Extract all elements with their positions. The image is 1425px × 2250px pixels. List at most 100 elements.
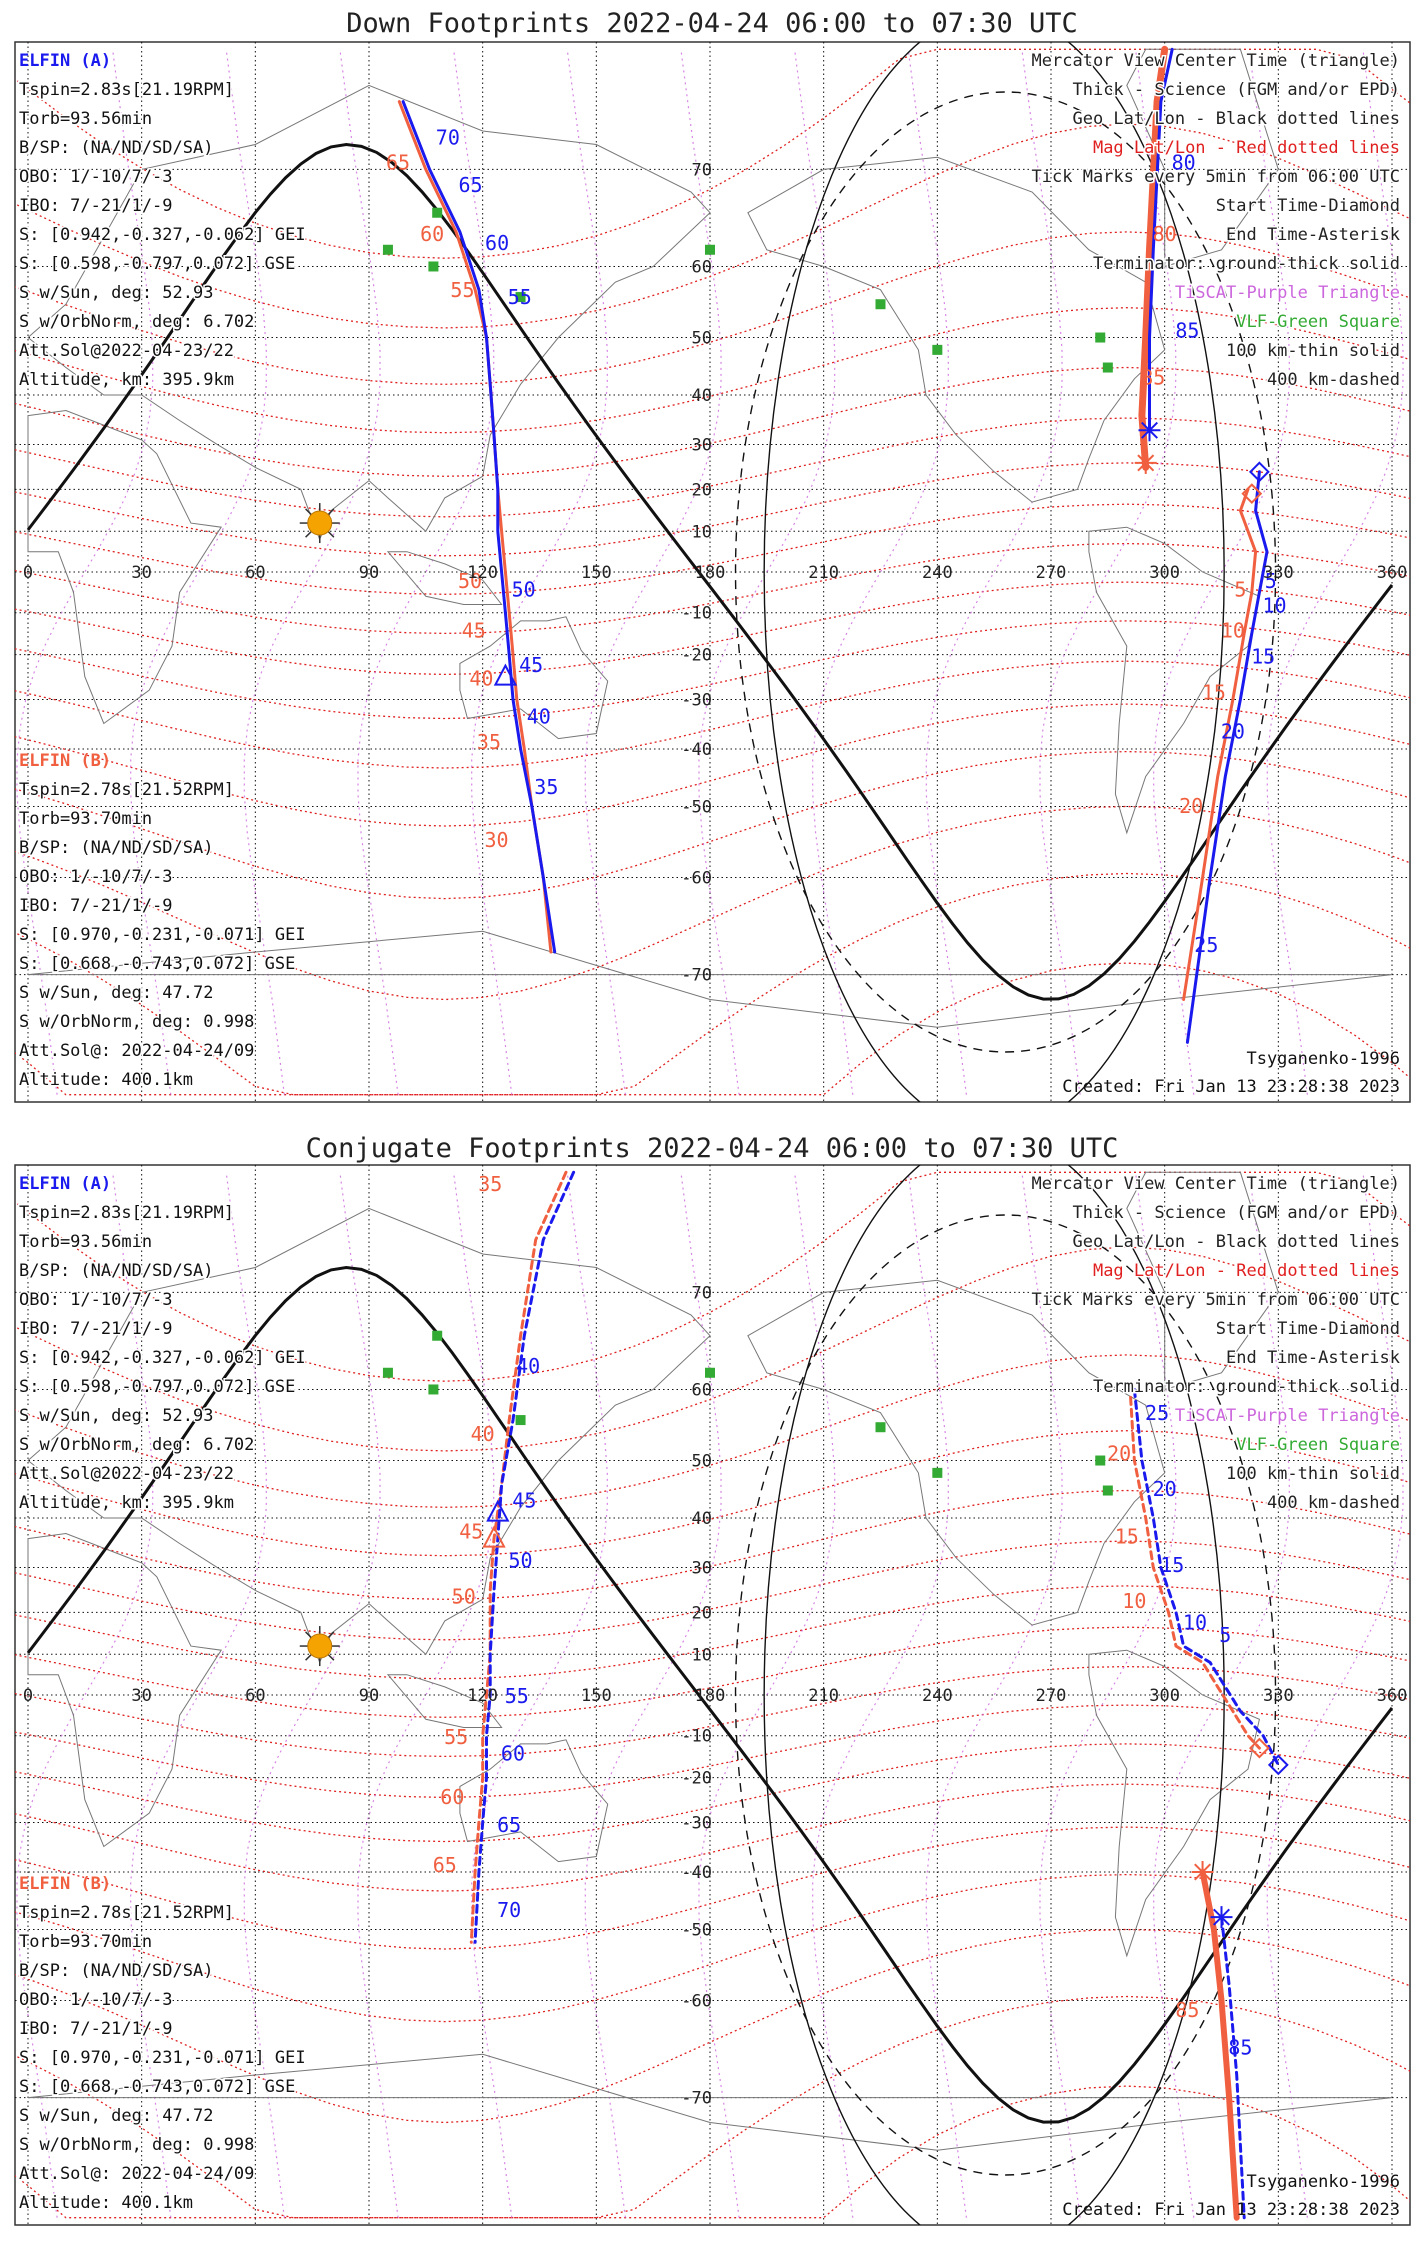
lat-label: 60	[692, 1380, 712, 1400]
grid-labels: 0 30 60 90 120 150 180 210 240 270 300 330 360 70 60 50…	[23, 1283, 1407, 2108]
mag-latitude	[15, 366, 1410, 477]
vlf-station-marker	[432, 1330, 443, 1341]
center-time-triangle	[486, 1499, 510, 1522]
lat-label: -40	[681, 740, 712, 760]
lat-label: 50	[692, 1452, 712, 1472]
info-line: OBO: 1/-10/7/-3	[19, 167, 173, 187]
panel-conjugate: Conjugate Footprints 2022-04-24 06:00 to…	[14, 1133, 1411, 2226]
mag-latitude	[15, 703, 1410, 827]
mag-longitude	[130, 1172, 267, 2218]
mag-longitude	[925, 49, 1063, 1095]
mag-latitude	[15, 1928, 1410, 2124]
lon-label: 60	[245, 563, 265, 583]
mag-latitude	[15, 1783, 1410, 1892]
track-tick-label: 35	[477, 730, 501, 754]
lon-label: 0	[23, 1686, 33, 1706]
created-timestamp: Created: Fri Jan 13 23:28:38 2023	[1062, 2200, 1400, 2220]
info-line: S: [0.942,-0.327,-0.062] GEI	[19, 225, 306, 245]
start-time-diamond	[1248, 1737, 1270, 1759]
info-line: OBO: 1/-10/7/-3	[19, 1290, 173, 1310]
legend-item: 400 km-dashed	[1267, 1493, 1400, 1513]
track-tick-label: 60	[420, 222, 444, 246]
map-area: 3540404545505055556060656570252020151510…	[15, 1165, 1410, 2225]
coastline	[27, 1532, 223, 1848]
vlf-station-marker	[382, 1367, 393, 1378]
mag-grid	[15, 1171, 1410, 2219]
tracks: 70 65 60 55 50 45 40 35 65 60 55 50 45 40 35 30 80 85 80 85…	[386, 45, 1287, 1044]
info-line: B/SP: (NA/ND/SD/SA)	[19, 1261, 213, 1281]
legend-item: Terminator: ground-thick solid	[1093, 254, 1400, 274]
coastline	[459, 616, 609, 740]
info-line: Altitude: 400.1km	[19, 2193, 193, 2213]
mag-latitude	[15, 962, 1410, 1096]
track-tick-label: 85	[1175, 1998, 1199, 2022]
lon-label: 270	[1036, 1686, 1067, 1706]
mag-longitude	[471, 1172, 608, 2218]
vlf-station-marker	[428, 1384, 439, 1395]
info-line: Att.Sol@2022-04-23/22	[19, 1464, 234, 1484]
lat-label: 40	[692, 386, 712, 406]
track-tick-label: 15	[1202, 680, 1226, 704]
lat-label: 20	[692, 1603, 712, 1623]
legend-item: Start Time-Diamond	[1216, 196, 1400, 216]
mag-latitude	[15, 231, 1410, 385]
info-line: S: [0.668,-0.743,0.072] GSE	[19, 2077, 295, 2097]
track-tick-label: 85	[1228, 2035, 1252, 2059]
legend-item: Mag Lat/Lon - Red dotted lines	[1093, 1261, 1400, 1281]
mag-latitude	[15, 750, 1410, 900]
track-tick-label: 25	[1145, 1401, 1169, 1425]
elfin-a-track	[1220, 1915, 1246, 2220]
panel-title: Conjugate Footprints 2022-04-24 06:00 to…	[306, 1133, 1119, 1164]
track-tick-label: 55	[508, 285, 532, 309]
info-line: B/SP: (NA/ND/SD/SA)	[19, 838, 213, 858]
mag-longitude	[243, 1172, 381, 2218]
lat-label: -10	[681, 604, 712, 624]
track-tick-label: 25	[1194, 933, 1218, 957]
mag-longitude	[471, 49, 608, 1095]
info-line: Altitude, km: 395.9km	[19, 1493, 234, 1513]
mag-longitude	[16, 49, 154, 1095]
legend-item: TiSCAT-Purple Triangle	[1175, 1406, 1400, 1426]
track-tick-label: 55	[444, 1725, 468, 1749]
track-tick-label: 20	[1179, 794, 1203, 818]
mag-longitude	[812, 1172, 949, 2218]
lat-label: 70	[692, 1283, 712, 1303]
lat-label: -60	[681, 869, 712, 889]
legend-item: Mercator View Center Time (triangle)	[1032, 1174, 1400, 1194]
legend-item: VLF-Green Square	[1236, 1435, 1400, 1455]
vlf-station-marker	[932, 344, 943, 355]
track-tick-label: 50	[458, 569, 482, 593]
spacecraft-label: ELFIN (A)	[19, 51, 111, 71]
legend-item: Start Time-Diamond	[1216, 1319, 1400, 1339]
vlf-station-marker	[382, 244, 393, 255]
vlf-station-marker	[1102, 1485, 1113, 1496]
coastline	[1088, 526, 1260, 835]
coastline	[27, 409, 223, 725]
track-tick-label: 5	[1219, 1623, 1231, 1647]
info-line: Tspin=2.78s[21.52RPM]	[19, 1903, 234, 1923]
elfin-b-track	[1129, 1395, 1261, 1750]
track-tick-label: 80	[1153, 222, 1177, 246]
track-tick-label: 65	[459, 173, 483, 197]
mag-latitude	[15, 123, 1410, 329]
elfin-b-track	[469, 1170, 568, 1944]
mag-latitude	[15, 805, 1410, 1001]
lon-label: 210	[808, 563, 839, 583]
lat-label: 50	[692, 329, 712, 349]
lon-label: 120	[467, 563, 498, 583]
map-area: 7065605550454035656055504540353080858085…	[15, 42, 1410, 1102]
vlf-station-marker	[875, 299, 886, 310]
mag-longitude	[584, 1172, 722, 2218]
lat-label: -20	[681, 1769, 712, 1789]
track-tick-label: 15	[1115, 1525, 1139, 1549]
legend-item: TiSCAT-Purple Triangle	[1175, 283, 1400, 303]
elfin-b-track	[1182, 487, 1258, 1001]
mag-longitude	[698, 49, 836, 1095]
track-tick-label: 35	[534, 775, 558, 799]
track-tick-label: 10	[1122, 1589, 1146, 1613]
terminator-400km	[734, 1214, 1277, 2176]
lat-label: 10	[692, 522, 712, 542]
legend-item: 100 km-thin solid	[1226, 1464, 1400, 1484]
mag-latitude	[15, 620, 1410, 720]
